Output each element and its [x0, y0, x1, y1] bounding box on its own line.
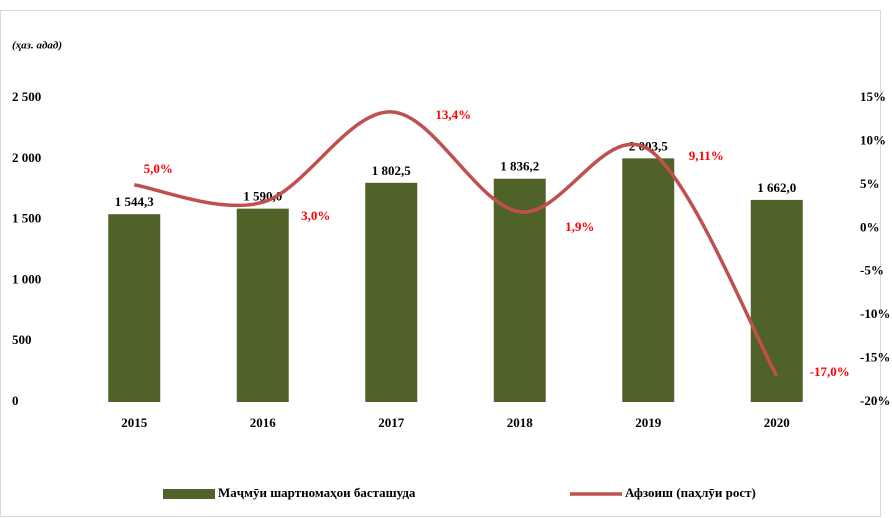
bar — [750, 199, 803, 402]
legend-swatch — [163, 489, 215, 499]
line-value-label: 1,9% — [565, 219, 594, 234]
legend-label: Афзоиш (паҳлӯи рост) — [625, 485, 756, 500]
bar-value-label: 1 544,3 — [115, 194, 155, 209]
x-tick-label: 2016 — [250, 415, 277, 430]
x-tick-label: 2015 — [121, 415, 148, 430]
bar — [108, 214, 161, 402]
bar-value-label: 2 003,5 — [629, 138, 669, 153]
x-tick-label: 2018 — [507, 415, 534, 430]
y2-tick-label: -5% — [860, 263, 884, 278]
y2-tick-label: 15% — [860, 89, 886, 104]
line — [133, 110, 779, 377]
x-tick-label: 2019 — [635, 415, 662, 430]
y-tick-label: 500 — [12, 332, 32, 347]
line-value-label: 9,11% — [689, 148, 724, 163]
legend-label: Маҷмӯи шартномаҳои басташуда — [218, 485, 416, 500]
y-tick-label: 1 500 — [12, 211, 41, 226]
unit-label: (ҳаз. адад) — [12, 40, 62, 52]
y-tick-label: 2 000 — [12, 150, 41, 165]
y2-tick-label: 0% — [860, 219, 880, 234]
bar — [622, 158, 675, 402]
y2-tick-label: 5% — [860, 176, 880, 191]
y2-tick-label: -20% — [860, 393, 890, 408]
bar-value-label: 1 662,0 — [757, 180, 796, 195]
y2-tick-label: -15% — [860, 350, 890, 365]
line-value-label: 5,0% — [144, 161, 173, 176]
line-value-label: -17,0% — [810, 364, 850, 379]
x-tick-label: 2020 — [764, 415, 790, 430]
line-value-label: 3,0% — [301, 208, 330, 223]
bar-value-label: 1 836,2 — [500, 159, 539, 174]
bar-value-label: 1 802,5 — [372, 163, 412, 178]
y2-tick-label: -10% — [860, 306, 890, 321]
bar — [365, 182, 418, 402]
y2-tick-label: 10% — [860, 132, 886, 147]
x-tick-label: 2017 — [378, 415, 405, 430]
y-tick-label: 0 — [12, 393, 19, 408]
line-value-label: 13,4% — [435, 107, 471, 122]
y-tick-label: 2 500 — [12, 89, 41, 104]
bar — [236, 208, 289, 402]
bar — [493, 178, 546, 402]
y-tick-label: 1 000 — [12, 271, 41, 286]
